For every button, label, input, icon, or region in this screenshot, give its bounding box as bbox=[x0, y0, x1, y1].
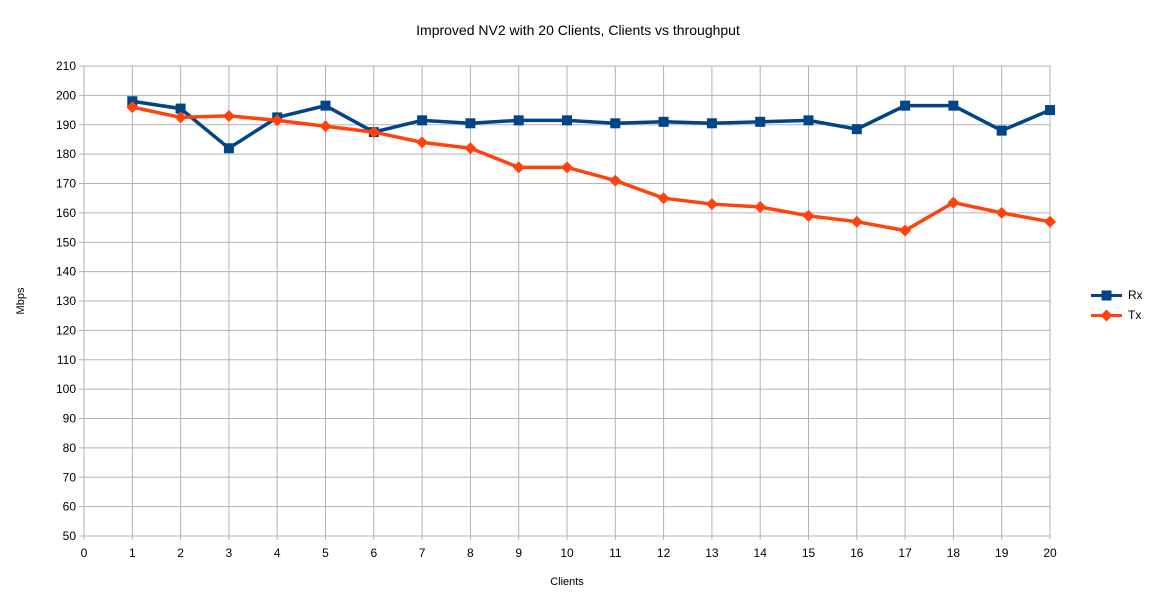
y-tick-label: 120 bbox=[56, 323, 76, 337]
series-marker-tx bbox=[947, 196, 960, 209]
series-marker-rx bbox=[706, 118, 717, 129]
series-marker-tx bbox=[657, 192, 670, 205]
series-marker-rx bbox=[610, 118, 621, 129]
series-marker-rx bbox=[1045, 105, 1055, 116]
x-tick-label: 14 bbox=[754, 546, 768, 560]
legend-item-rx: Rx bbox=[1091, 289, 1143, 302]
series-marker-rx bbox=[948, 100, 959, 111]
chart-title: Improved NV2 with 20 Clients, Clients vs… bbox=[416, 22, 740, 38]
series-line-tx bbox=[131, 105, 1051, 233]
series-marker-tx bbox=[802, 209, 815, 222]
y-tick-label: 60 bbox=[63, 500, 77, 514]
y-tick-label: 150 bbox=[56, 235, 76, 249]
series-marker-tx bbox=[1044, 215, 1056, 228]
y-tick-label: 200 bbox=[56, 88, 76, 102]
series-marker-rx bbox=[513, 115, 524, 126]
y-tick-label: 80 bbox=[63, 441, 77, 455]
series-marker-tx bbox=[367, 126, 380, 139]
series-marker-rx bbox=[996, 125, 1007, 136]
y-tick-label: 190 bbox=[56, 118, 76, 132]
series-marker-rx bbox=[851, 124, 862, 135]
x-tick-label: 16 bbox=[850, 546, 864, 560]
series-marker-tx bbox=[561, 161, 573, 174]
series-marker-tx bbox=[609, 174, 622, 187]
axis-ticks-layer bbox=[79, 65, 1051, 540]
y-tick-label: 130 bbox=[56, 294, 76, 308]
series-marker-tx bbox=[222, 109, 235, 122]
x-axis-title: Clients bbox=[550, 576, 584, 588]
series-marker-tx bbox=[850, 215, 863, 228]
series-marker-rx bbox=[417, 115, 428, 126]
series-marker-tx bbox=[899, 224, 912, 237]
tx-series-marker-icon bbox=[1091, 309, 1122, 322]
y-tick-label: 180 bbox=[56, 147, 76, 161]
series-marker-rx bbox=[658, 116, 669, 127]
series-marker-tx bbox=[512, 161, 525, 174]
y-axis-title: Mbps bbox=[15, 287, 27, 314]
x-tick-label: 2 bbox=[177, 546, 184, 560]
series-marker-rx bbox=[465, 118, 476, 129]
legend-label-rx: Rx bbox=[1128, 288, 1143, 302]
series-marker-rx bbox=[803, 115, 814, 126]
series-marker-tx bbox=[126, 101, 139, 114]
y-tick-label: 160 bbox=[56, 206, 76, 220]
x-tick-label: 9 bbox=[515, 546, 522, 560]
series-marker-tx bbox=[271, 114, 284, 127]
x-tick-label: 7 bbox=[419, 546, 426, 560]
gridlines-layer bbox=[83, 65, 1051, 537]
x-tick-label: 4 bbox=[274, 546, 281, 560]
legend: Rx Tx bbox=[1091, 289, 1143, 322]
series-marker-rx bbox=[900, 100, 911, 111]
y-tick-label: 140 bbox=[56, 265, 76, 279]
series-marker-tx bbox=[754, 201, 767, 213]
series-marker-rx bbox=[320, 100, 331, 111]
legend-label-tx: Tx bbox=[1128, 308, 1142, 322]
x-tick-label: 20 bbox=[1043, 546, 1057, 560]
x-tick-label: 15 bbox=[802, 546, 816, 560]
y-tick-label: 110 bbox=[57, 353, 76, 367]
y-tick-label: 170 bbox=[56, 177, 76, 191]
x-tick-label: 10 bbox=[560, 546, 574, 560]
series-marker-tx bbox=[416, 136, 429, 149]
x-tick-label: 8 bbox=[467, 546, 474, 560]
x-tick-label: 1 bbox=[129, 546, 136, 560]
x-tick-label: 12 bbox=[657, 546, 671, 560]
series-marker-tx bbox=[995, 206, 1008, 219]
y-tick-label: 50 bbox=[63, 529, 77, 543]
y-tick-label: 100 bbox=[56, 382, 76, 396]
x-tick-label: 5 bbox=[322, 546, 329, 560]
x-tick-label: 0 bbox=[81, 546, 88, 560]
legend-item-tx: Tx bbox=[1091, 309, 1143, 322]
x-tick-label: 18 bbox=[947, 546, 961, 560]
x-tick-label: 13 bbox=[705, 546, 719, 560]
series-marker-tx bbox=[319, 120, 332, 133]
axis-labels-layer: 0 1 2 3 4 5 6 7 8 9 10 11 12 13 14 15 16 17 18 19 2050607080… bbox=[56, 59, 1057, 560]
x-tick-label: 6 bbox=[370, 546, 377, 560]
series-marker-tx bbox=[464, 142, 477, 155]
y-tick-label: 90 bbox=[63, 412, 77, 426]
series-marker-rx bbox=[175, 103, 186, 114]
series-marker-rx bbox=[562, 115, 572, 126]
x-tick-label: 17 bbox=[898, 546, 912, 560]
series-layer bbox=[126, 96, 1056, 237]
series-marker-tx bbox=[174, 111, 187, 124]
series-marker-rx bbox=[223, 143, 234, 154]
y-tick-label: 210 bbox=[56, 59, 76, 73]
series-line-rx bbox=[132, 99, 1051, 151]
series-marker-rx bbox=[755, 116, 766, 127]
x-tick-label: 3 bbox=[226, 546, 233, 560]
x-tick-label: 11 bbox=[609, 546, 622, 560]
y-tick-label: 70 bbox=[63, 470, 77, 484]
rx-series-marker-icon bbox=[1091, 290, 1122, 301]
series-marker-tx bbox=[705, 198, 718, 211]
x-tick-label: 19 bbox=[995, 546, 1009, 560]
